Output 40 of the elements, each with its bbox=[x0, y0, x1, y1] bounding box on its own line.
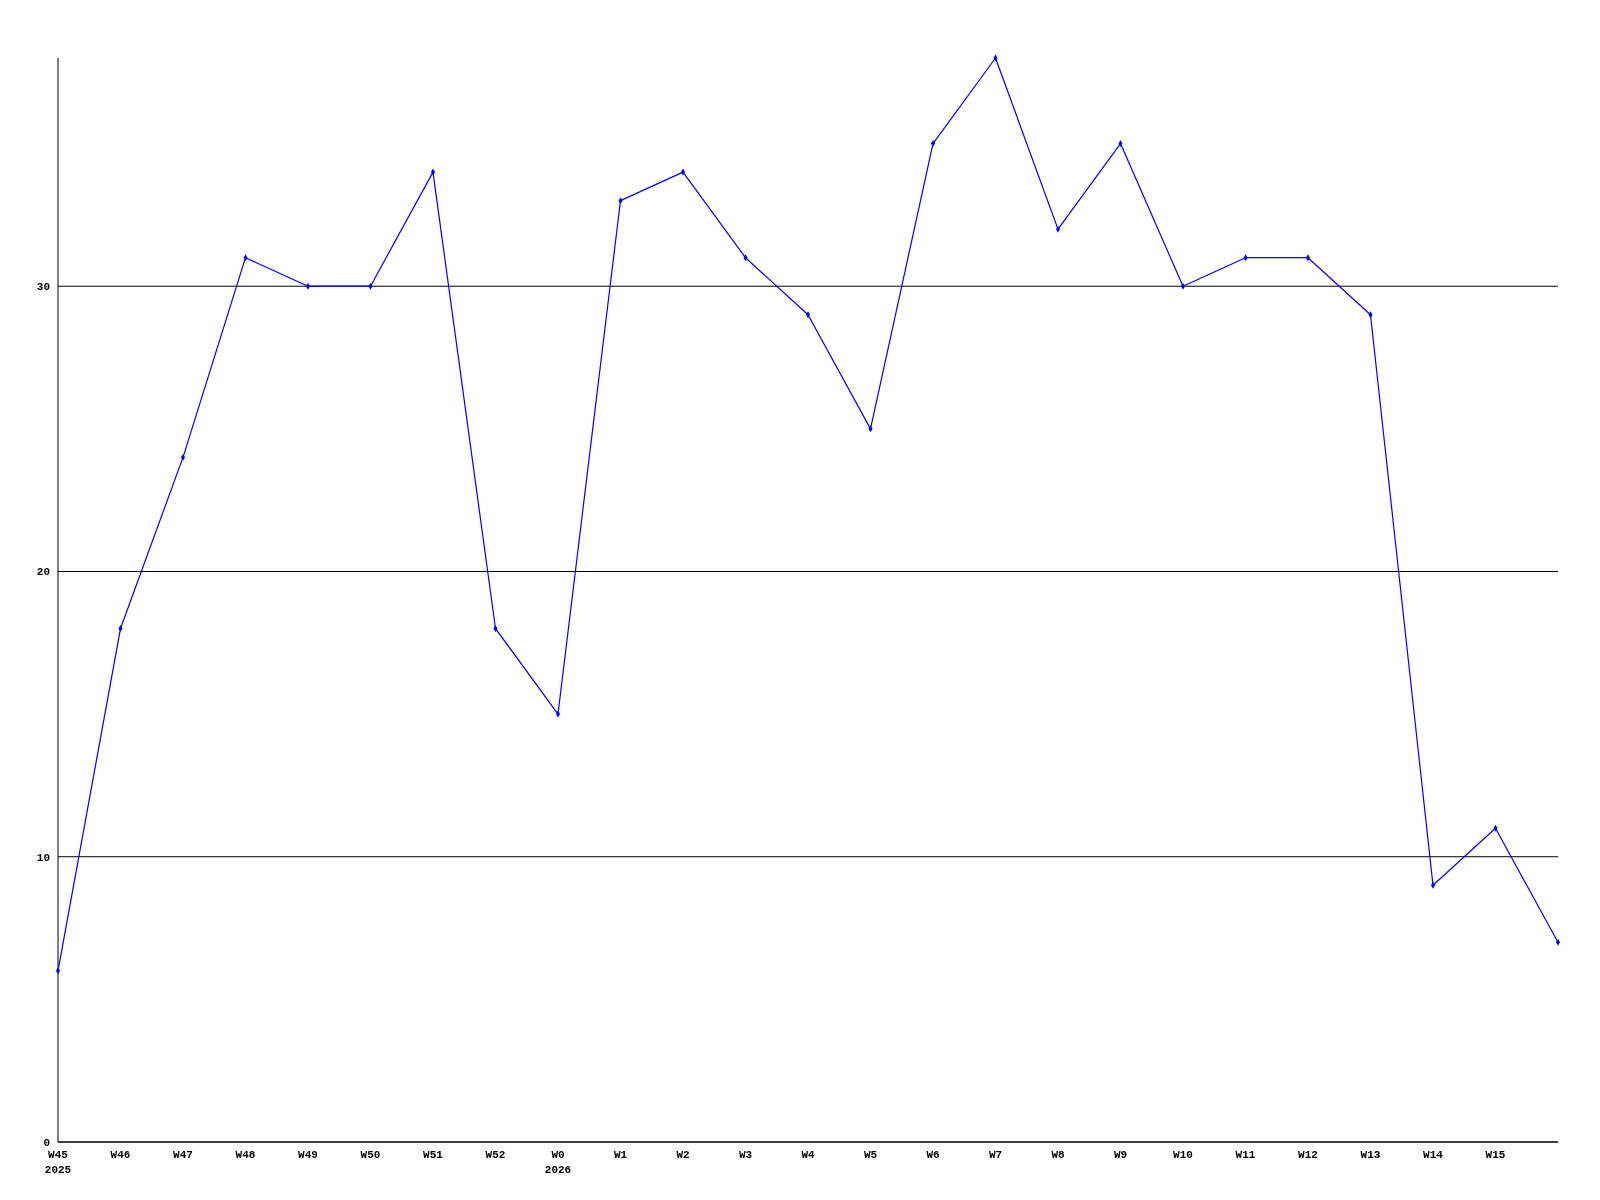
point bbox=[1555, 938, 1561, 946]
point bbox=[180, 453, 186, 461]
x-tick-label: W49 bbox=[298, 1149, 318, 1161]
x-tick-label: W48 bbox=[235, 1149, 256, 1161]
point bbox=[555, 710, 561, 718]
x-tick-label: W7 bbox=[988, 1149, 1003, 1161]
x-tick-label: W45 2025 bbox=[44, 1149, 72, 1176]
x-tick-label: W15 bbox=[1485, 1149, 1506, 1161]
x-tick-label: W3 bbox=[738, 1149, 753, 1161]
x-tick-label: W5 bbox=[863, 1149, 878, 1161]
x-tick-label: W2 bbox=[676, 1149, 690, 1161]
y-tick-label: 30 bbox=[36, 281, 50, 294]
point bbox=[1055, 225, 1061, 233]
x-tick-label: W47 bbox=[173, 1149, 193, 1161]
x-tick-label: W13 bbox=[1360, 1149, 1381, 1161]
x-tick-label: W11 bbox=[1235, 1149, 1256, 1161]
x-tick-label: W10 bbox=[1173, 1149, 1193, 1161]
x-tick-label: W51 bbox=[423, 1149, 444, 1161]
x-tick-label: W14 bbox=[1423, 1149, 1444, 1161]
point bbox=[1430, 881, 1436, 889]
x-tick-label: W0 2026 bbox=[544, 1149, 572, 1176]
x-tick-label: W52 bbox=[485, 1149, 506, 1161]
y-tick-label: 20 bbox=[36, 566, 50, 579]
point bbox=[805, 311, 811, 319]
x-tick-label: W50 bbox=[360, 1149, 381, 1161]
x-tick-label: W6 bbox=[926, 1149, 940, 1161]
x-tick-label: W46 bbox=[110, 1149, 131, 1161]
point bbox=[305, 282, 311, 290]
x-tick-label: W12 bbox=[1298, 1149, 1318, 1161]
x-tick-label: W1 bbox=[613, 1149, 628, 1161]
point bbox=[680, 168, 686, 176]
point bbox=[1180, 282, 1186, 290]
x-tick-label: W4 bbox=[801, 1149, 815, 1161]
point bbox=[430, 168, 436, 176]
x-tick-label: W9 bbox=[1113, 1149, 1128, 1161]
y-tick-label: 10 bbox=[36, 851, 50, 864]
point bbox=[55, 967, 61, 975]
y-tick-label: 0 bbox=[43, 1137, 50, 1149]
x-tick-label: W8 bbox=[1051, 1149, 1065, 1161]
point bbox=[1305, 254, 1311, 262]
